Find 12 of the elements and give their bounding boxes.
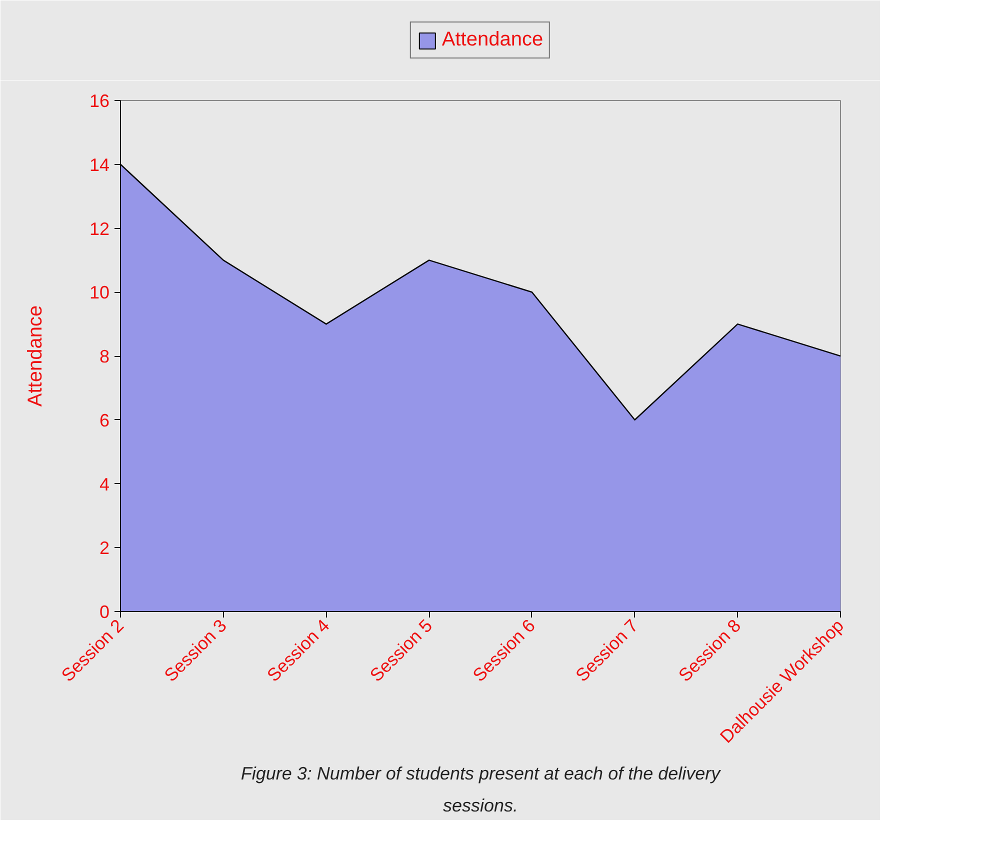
y-axis-title: Attendance [24,305,46,407]
y-tick-label: 4 [99,474,110,494]
y-tick-label: 2 [99,538,110,558]
y-tick-label: 8 [99,346,110,366]
caption: Figure 3: Number of students present at each of the delivery sessions. [240,764,722,816]
legend-label: Attendance [442,28,544,52]
y-tick-label: 14 [89,154,110,175]
y-tick-label: 0 [99,602,110,622]
y-tick-label: 6 [99,410,110,430]
y-tick-label: 16 [89,91,110,111]
y-tick-label: 12 [89,218,110,239]
y-tick-label: 10 [89,282,110,303]
